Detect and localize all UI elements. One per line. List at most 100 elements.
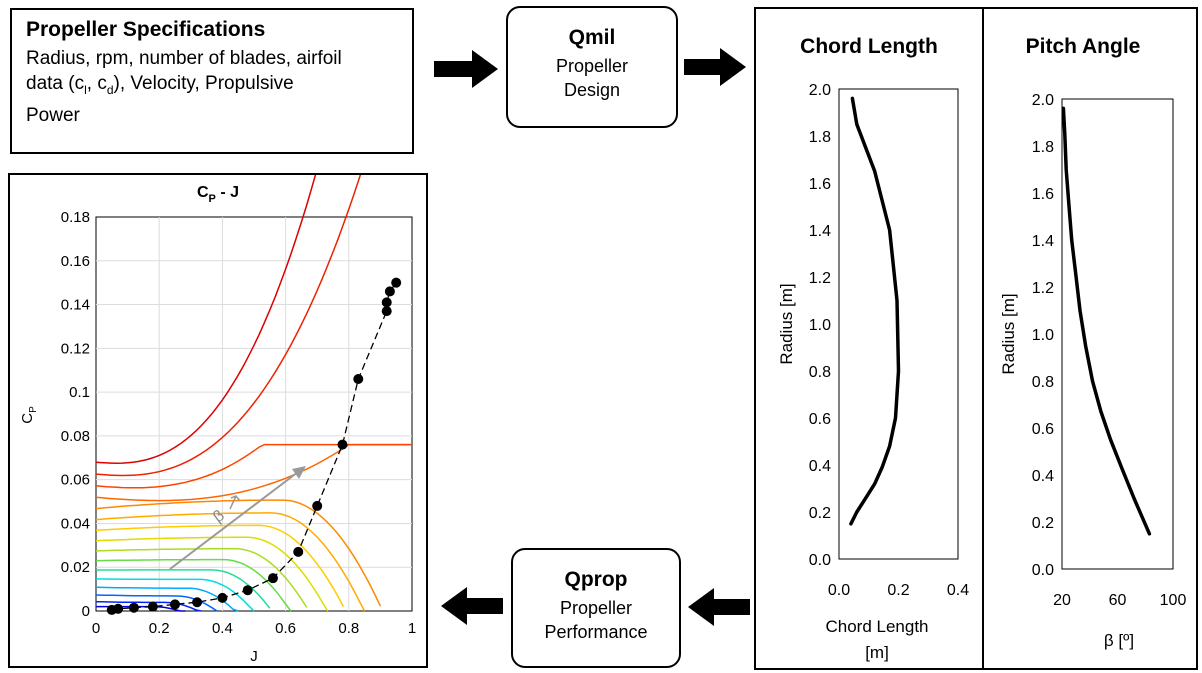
pitch-y-tick-label: 1.2 <box>1032 280 1054 297</box>
chord-x-tick-label: 0.2 <box>887 582 909 599</box>
cp-contour-line <box>95 547 308 608</box>
cp-contour-line <box>95 512 366 612</box>
cp-contour-line <box>95 586 239 612</box>
cp-operating-point <box>381 306 392 317</box>
cp-operating-point <box>192 597 203 608</box>
chord-curve <box>849 96 901 526</box>
qmil-line-2: Design <box>563 80 621 100</box>
cp-ticks: 0 0.2 0.4 0.6 0.8 1 0 0.02 0.04 0.06 0.08 0.1 0.12 0.… <box>61 209 416 637</box>
cp-j-chart: CP - J 0 0.2 0.4 0.6 0.8 1 0 0.02 0.04 0.06 0.08 0.… <box>8 173 428 668</box>
cp-x-tick-label: 0.2 <box>149 620 170 637</box>
pitch-y-tick-label: 0.0 <box>1032 562 1054 579</box>
pitch-xlabel: β [º] <box>1104 631 1134 650</box>
cd-subscript: d <box>106 82 114 97</box>
cp-x-tick-label: 0.6 <box>275 620 296 637</box>
pitch-y-tick-label: 1.6 <box>1032 186 1054 203</box>
spec-body: Radius, rpm, number of blades, airfoil d… <box>26 46 398 128</box>
cp-operating-point <box>113 603 124 614</box>
chord-x-tick-label: 0.0 <box>828 582 850 599</box>
pitch-x-tick-label: 60 <box>1109 592 1127 609</box>
cp-operating-point <box>242 585 253 596</box>
cp-y-tick-label: 0.14 <box>61 297 90 314</box>
spec-line-1: Radius, rpm, number of blades, airfoil <box>26 48 342 69</box>
cp-contour-line <box>95 600 202 612</box>
cp-plot-area <box>95 216 413 612</box>
arrow-qprop-to-chart <box>441 587 503 625</box>
arrow-qmil-to-design <box>684 48 746 86</box>
cp-y-tick-label: 0.02 <box>61 559 90 576</box>
spec-line-2-pre: data (c <box>26 73 85 94</box>
cp-operating-point <box>337 439 348 450</box>
qprop-title: Qprop <box>564 568 628 591</box>
cp-operating-line <box>106 277 402 615</box>
chord-xlabel-line-2: [m] <box>865 643 889 662</box>
chord-y-tick-label: 1.8 <box>809 129 831 146</box>
cp-contour-line <box>95 499 382 607</box>
cp-contour-line <box>95 175 317 464</box>
chord-y-tick-label: 0.6 <box>809 411 831 428</box>
cp-operating-point <box>353 373 364 384</box>
cp-operating-point <box>128 602 139 613</box>
cp-operating-point <box>267 573 278 584</box>
cp-operating-point <box>147 601 158 612</box>
chord-y-tick-label: 1.0 <box>809 317 831 334</box>
pitch-ticks: 0.0 0.2 0.4 0.6 0.8 1.0 1.2 1.4 1.6 1.8 2.0 20 60 100 <box>1032 92 1187 609</box>
pitch-y-tick-label: 1.0 <box>1032 327 1054 344</box>
cp-contour-line <box>96 569 271 609</box>
spec-line-2: data (cl, cd), Velocity, Propulsive <box>26 71 398 103</box>
qmil-line-1: Propeller <box>555 56 629 76</box>
cp-operating-point <box>293 546 304 557</box>
pitch-y-tick-label: 0.8 <box>1032 374 1054 391</box>
blade-geometry-panel: Chord Length Pitch Angle 0.0 0.2 0.4 0.6 0.8… <box>754 7 1198 670</box>
cp-x-tick-label: 0.8 <box>338 620 359 637</box>
cp-x-tick-label: 0.4 <box>212 620 233 637</box>
cp-y-tick-label: 0 <box>82 603 90 620</box>
pitch-curve <box>1061 106 1152 536</box>
cp-y-tick-label: 0.04 <box>61 515 90 532</box>
pitch-distribution-line <box>1061 106 1152 536</box>
spec-line-3: Power <box>26 104 80 126</box>
spec-line-2-post: ), Velocity, Propulsive <box>113 73 294 94</box>
pitch-y-tick-label: 2.0 <box>1032 92 1054 109</box>
cp-ylabel: CP <box>19 406 39 424</box>
pitch-x-tick-label: 20 <box>1053 592 1071 609</box>
pitch-ylabel: Radius [m] <box>999 293 1018 374</box>
cp-grid <box>96 217 412 611</box>
chord-y-tick-label: 1.4 <box>809 223 831 240</box>
chord-y-tick-label: 0.0 <box>809 552 831 569</box>
chord-ticks: 0.0 0.2 0.4 0.6 0.8 1.0 1.2 1.4 1.6 1.8 2.0 0.0 0.2 0… <box>809 82 969 599</box>
chord-distribution-line <box>849 96 901 526</box>
chord-y-tick-label: 1.2 <box>809 270 831 287</box>
qmil-box: Qmil Propeller Design <box>506 6 678 128</box>
cp-operating-point <box>312 500 323 511</box>
arrow-design-to-qprop <box>688 588 750 626</box>
cp-operating-point <box>217 592 228 603</box>
chord-y-tick-label: 0.2 <box>809 505 831 522</box>
propeller-specifications-box: Propeller Specifications Radius, rpm, nu… <box>10 8 414 154</box>
cp-contour-line <box>95 578 255 612</box>
pitch-plot-area <box>1061 98 1174 570</box>
cp-y-tick-label: 0.08 <box>61 428 90 445</box>
chord-y-tick-label: 2.0 <box>809 82 831 99</box>
pitch-y-tick-label: 1.4 <box>1032 233 1054 250</box>
pitch-y-tick-label: 0.4 <box>1032 468 1054 485</box>
chord-y-tick-label: 0.8 <box>809 364 831 381</box>
spec-title: Propeller Specifications <box>26 18 266 41</box>
cp-contour-line <box>95 558 292 612</box>
cp-xlabel: J <box>250 648 258 665</box>
qmil-title: Qmil <box>568 26 616 49</box>
pitch-y-tick-label: 0.6 <box>1032 421 1054 438</box>
pitch-panel-title: Pitch Angle <box>1026 35 1141 58</box>
pitch-y-tick-label: 0.2 <box>1032 515 1054 532</box>
qprop-line-1: Propeller <box>559 598 633 618</box>
cp-operating-point <box>391 277 402 288</box>
qprop-line-2: Performance <box>544 622 648 642</box>
cp-x-tick-label: 1 <box>408 620 416 637</box>
cp-y-tick-label: 0.12 <box>61 340 90 357</box>
cp-x-tick-label: 0 <box>92 620 100 637</box>
spec-line-2-mid: , c <box>86 73 107 94</box>
pitch-x-tick-label: 100 <box>1160 592 1187 609</box>
qprop-box: Qprop Propeller Performance <box>511 548 681 668</box>
chord-xlabel-line-1: Chord Length <box>825 617 928 636</box>
cp-chart-title: CP - J <box>197 184 239 205</box>
